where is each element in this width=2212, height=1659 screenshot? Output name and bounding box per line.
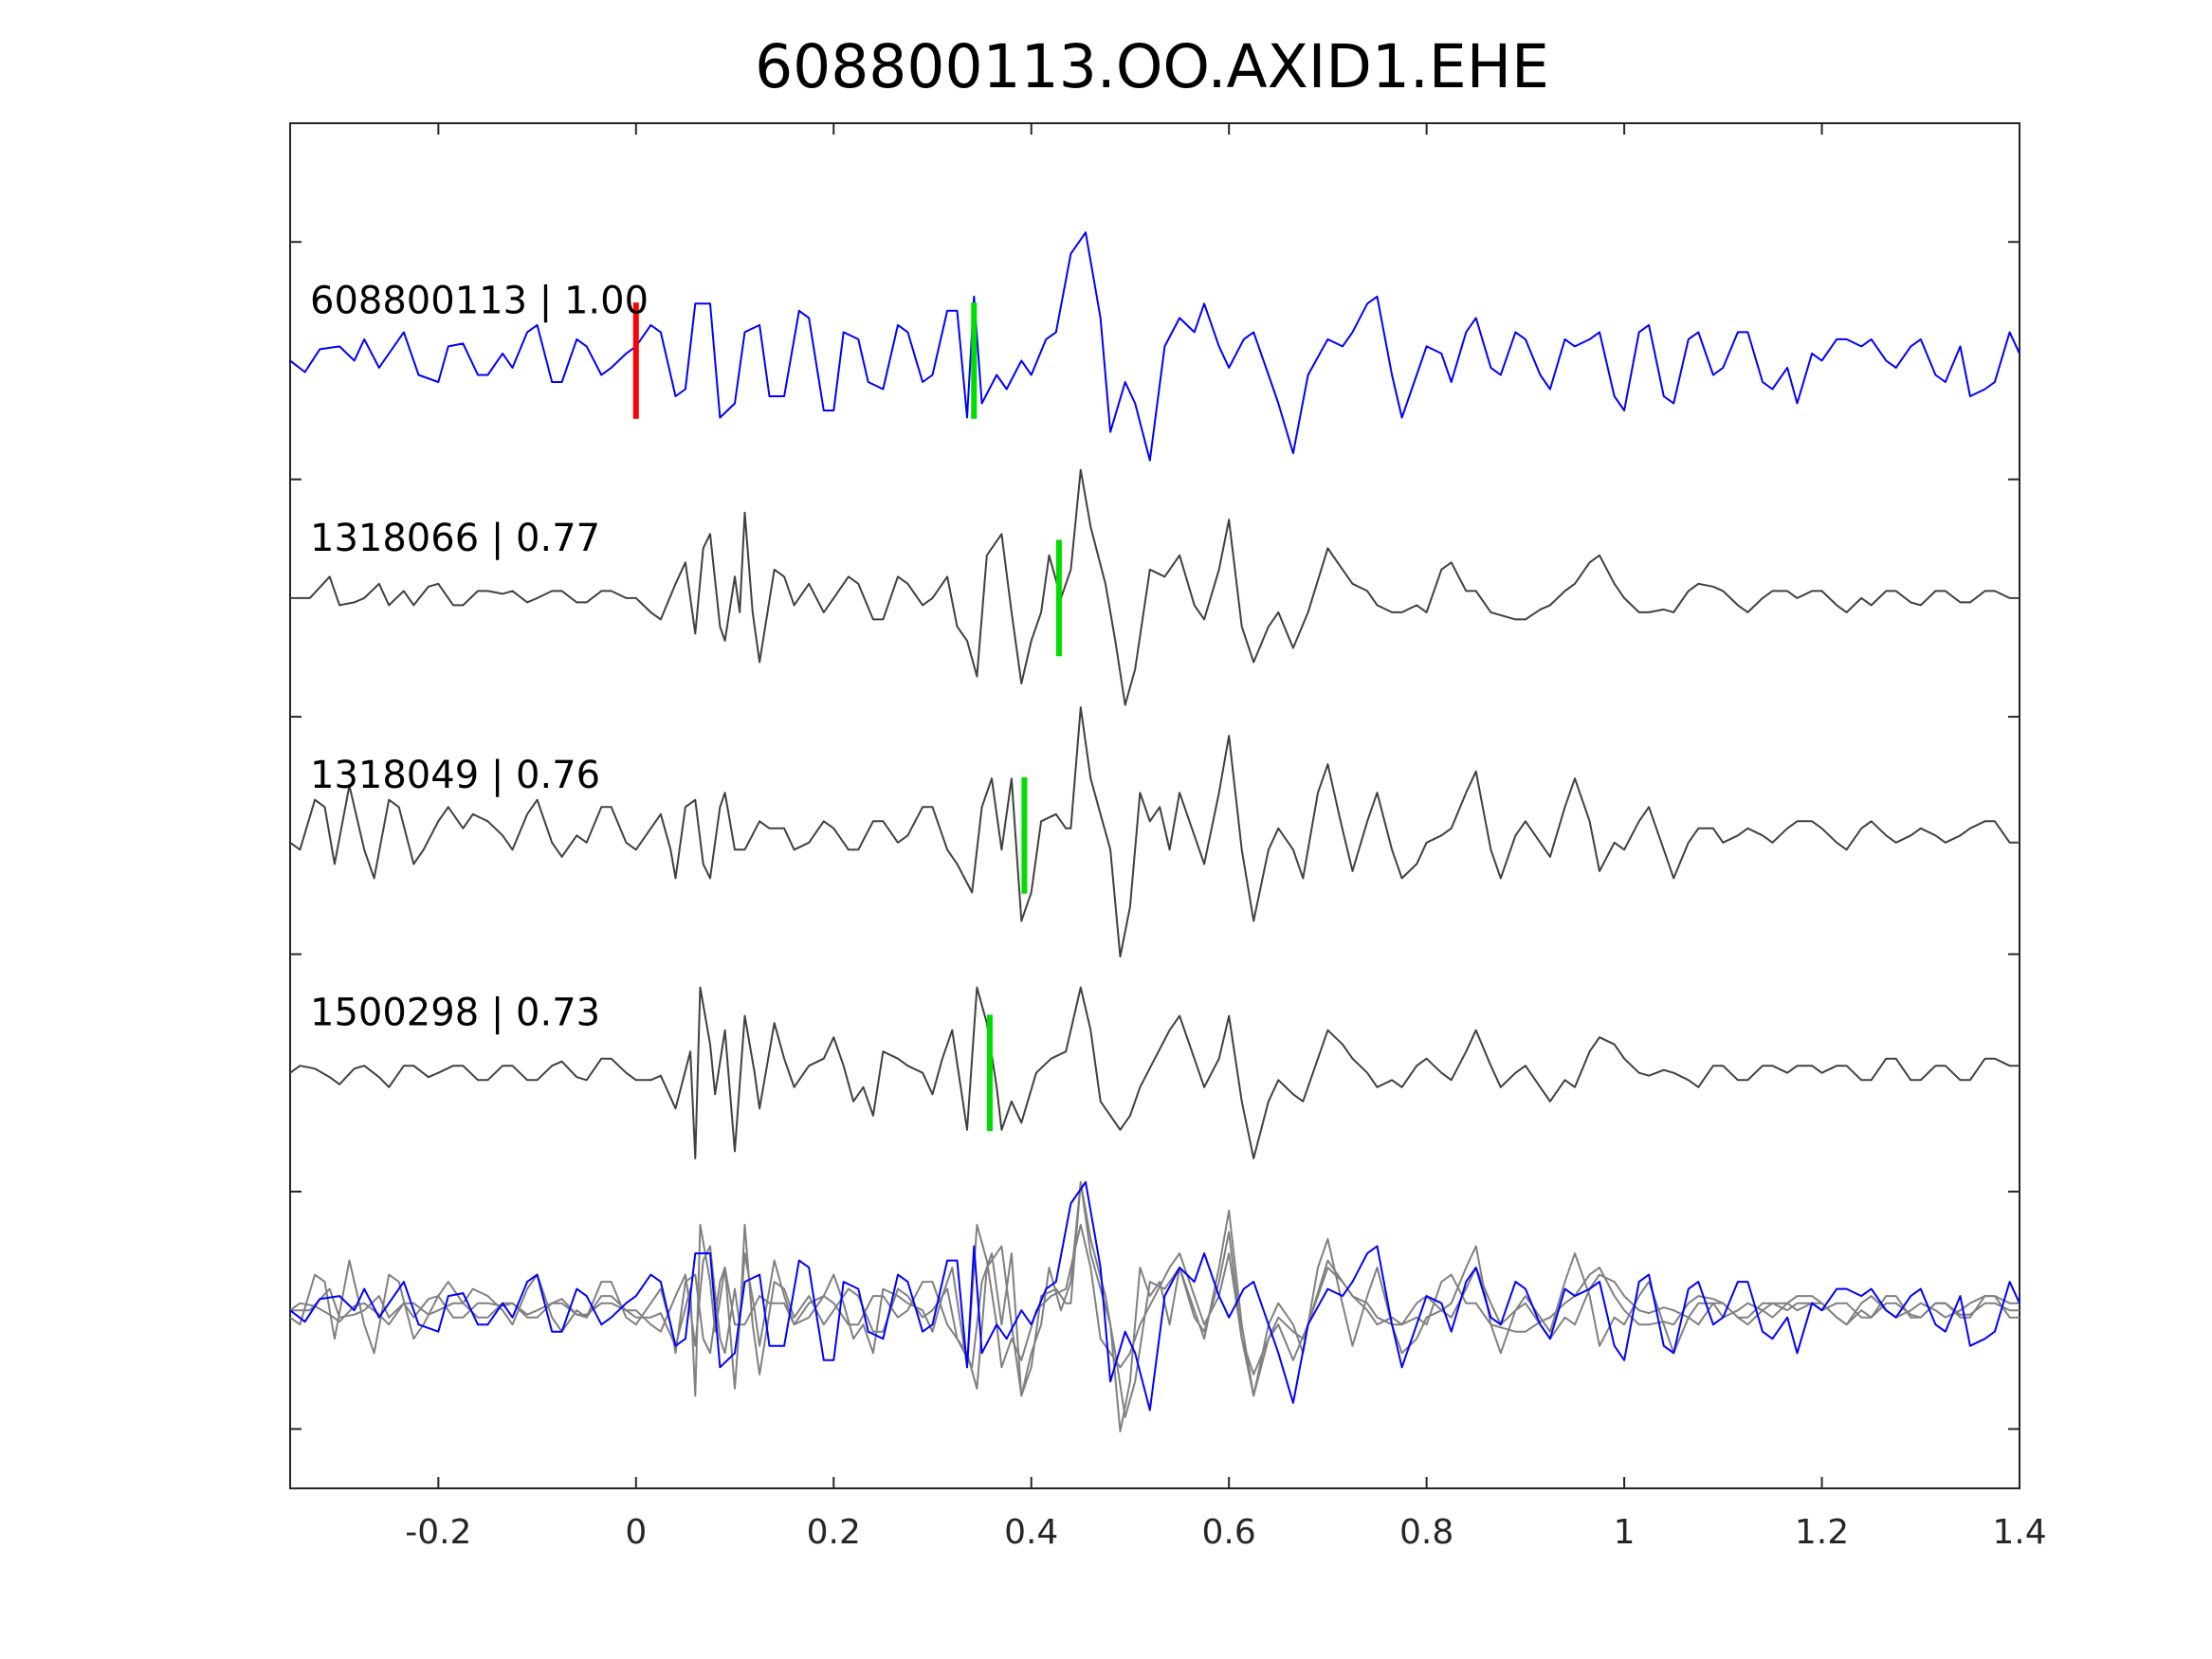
x-tick-label: 0.2 (807, 1513, 861, 1552)
chart-title: 608800113.OO.AXID1.EHE (755, 32, 1549, 101)
overlay-trace-1318049 (289, 1180, 2020, 1432)
x-tick-label: 1 (1614, 1513, 1636, 1552)
trace-label-608800113: 608800113 | 1.00 (310, 279, 649, 322)
trace-1318066 (290, 468, 2020, 706)
x-tick-label: 0 (625, 1513, 647, 1552)
trace-labels: 608800113 | 1.00 1318066 | 0.77 1318049 … (310, 279, 649, 1034)
x-tick-label: 0.6 (1202, 1513, 1256, 1552)
plot-frame (289, 122, 2020, 1489)
overlay-trace-1318066 (290, 1180, 2020, 1418)
traces (289, 231, 2020, 1432)
x-tick-label: -0.2 (405, 1513, 471, 1552)
x-tick-labels: -0.2 0 0.2 0.4 0.6 0.8 1 1.2 1.4 (405, 1513, 2046, 1552)
x-tick-label: 1.4 (1992, 1513, 2046, 1552)
overlay-trace-1500298 (289, 1224, 2020, 1397)
x-tick-label: 0.4 (1004, 1513, 1058, 1552)
trace-1500298 (289, 986, 2020, 1159)
overlay-trace-608800113 (289, 1180, 2020, 1412)
x-tick-label: 1.2 (1795, 1513, 1849, 1552)
trace-label-1500298: 1500298 | 0.73 (310, 992, 600, 1035)
phase-picks (632, 302, 1062, 1132)
trace-label-1318066: 1318066 | 0.77 (310, 517, 600, 560)
trace-label-1318049: 1318049 | 0.76 (310, 754, 600, 797)
trace-608800113 (289, 231, 2020, 462)
trace-1318049 (289, 706, 2020, 957)
axis-ticks (290, 123, 2020, 1488)
x-tick-label: 0.8 (1399, 1513, 1453, 1552)
